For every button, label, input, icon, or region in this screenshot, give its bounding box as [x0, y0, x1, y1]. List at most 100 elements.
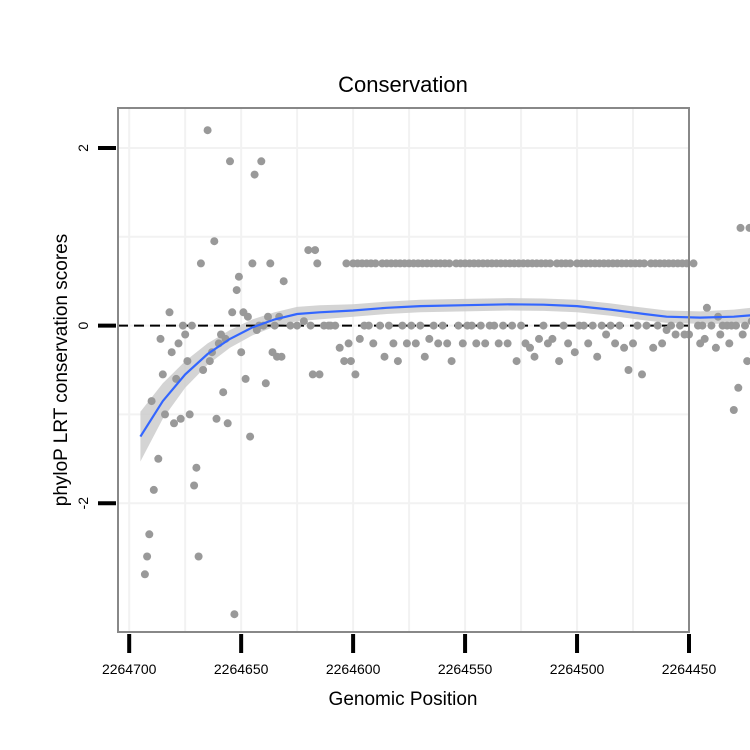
chart-title: Conservation — [338, 72, 468, 97]
data-point — [732, 321, 740, 330]
data-point — [335, 343, 344, 352]
data-point — [476, 321, 485, 330]
data-point — [192, 463, 201, 472]
data-point — [194, 552, 203, 561]
data-point — [638, 370, 646, 379]
data-point — [154, 454, 163, 463]
data-point — [226, 157, 234, 166]
x-axis: 2264700 2264650 2264600 2264550 2264500 22644… — [102, 634, 716, 677]
data-point — [698, 321, 707, 330]
data-point — [434, 339, 443, 348]
data-point — [167, 348, 176, 357]
data-point — [620, 343, 629, 352]
data-point — [248, 259, 257, 268]
data-point — [503, 339, 512, 348]
data-point — [199, 366, 208, 374]
data-point — [158, 370, 167, 379]
data-point — [219, 388, 228, 397]
data-point — [371, 259, 380, 268]
data-point — [143, 552, 152, 561]
data-point — [212, 414, 221, 423]
data-point — [494, 339, 503, 348]
smooth-curve — [139, 303, 750, 438]
x-tick-label: 2264500 — [550, 661, 605, 677]
data-point — [234, 272, 243, 281]
data-point — [174, 339, 183, 348]
data-point — [512, 357, 521, 366]
y-tick-label: 2 — [75, 144, 91, 152]
data-point — [671, 330, 680, 339]
data-point — [147, 397, 156, 406]
y-tick-label: -2 — [75, 497, 91, 510]
data-point — [304, 246, 313, 255]
data-point — [384, 321, 393, 330]
data-point — [346, 357, 355, 366]
data-point — [369, 339, 378, 348]
x-axis-label: Genomic Position — [329, 689, 478, 710]
data-point — [716, 330, 725, 339]
data-point — [257, 157, 266, 166]
data-point — [190, 481, 199, 490]
data-point — [331, 321, 340, 330]
data-point — [564, 339, 573, 348]
data-point — [584, 339, 593, 348]
data-point — [230, 610, 239, 619]
data-point — [398, 321, 407, 330]
data-point — [508, 321, 517, 330]
data-point — [232, 286, 241, 295]
data-point — [308, 370, 317, 379]
data-point — [241, 374, 250, 383]
data-point — [743, 357, 750, 366]
data-point — [597, 321, 606, 330]
data-point — [745, 223, 750, 232]
data-point — [181, 330, 190, 339]
panel-border — [117, 107, 690, 633]
data-point — [351, 370, 360, 379]
data-point — [642, 321, 651, 330]
data-point — [747, 317, 750, 325]
data-point — [185, 410, 194, 419]
data-point — [393, 357, 402, 366]
data-point — [606, 321, 615, 330]
data-point — [593, 352, 602, 361]
data-point — [707, 321, 716, 330]
data-point — [279, 277, 288, 286]
data-point — [165, 308, 174, 317]
data-point — [517, 321, 526, 330]
data-point — [380, 352, 389, 361]
data-point — [299, 317, 308, 326]
data-point — [145, 530, 154, 539]
x-tick-label: 2264600 — [326, 661, 381, 677]
data-point — [176, 414, 185, 423]
data-point — [725, 339, 734, 348]
data-point — [653, 321, 662, 330]
data-point — [277, 352, 286, 361]
data-point — [729, 406, 738, 414]
data-point — [170, 419, 178, 428]
data-point — [633, 321, 642, 330]
data-point — [711, 343, 720, 352]
data-point — [443, 339, 452, 348]
y-axis: 2 0 -2 — [75, 144, 116, 510]
data-point — [407, 321, 416, 330]
data-point — [270, 321, 279, 330]
data-point — [266, 259, 275, 268]
data-point — [539, 321, 548, 330]
data-point — [342, 259, 351, 268]
data-point — [530, 352, 539, 361]
data-point — [250, 170, 259, 179]
data-point — [741, 321, 749, 330]
data-point — [402, 339, 411, 348]
data-point — [579, 321, 588, 330]
data-point — [246, 432, 255, 441]
data-point — [228, 308, 237, 317]
data-point — [293, 321, 302, 330]
data-point — [183, 357, 192, 366]
y-tick-label: 0 — [75, 321, 91, 329]
data-point — [559, 321, 568, 330]
data-point — [700, 334, 709, 343]
data-point — [411, 339, 420, 348]
data-point — [570, 348, 579, 357]
data-point — [203, 126, 212, 135]
data-point — [555, 357, 564, 366]
